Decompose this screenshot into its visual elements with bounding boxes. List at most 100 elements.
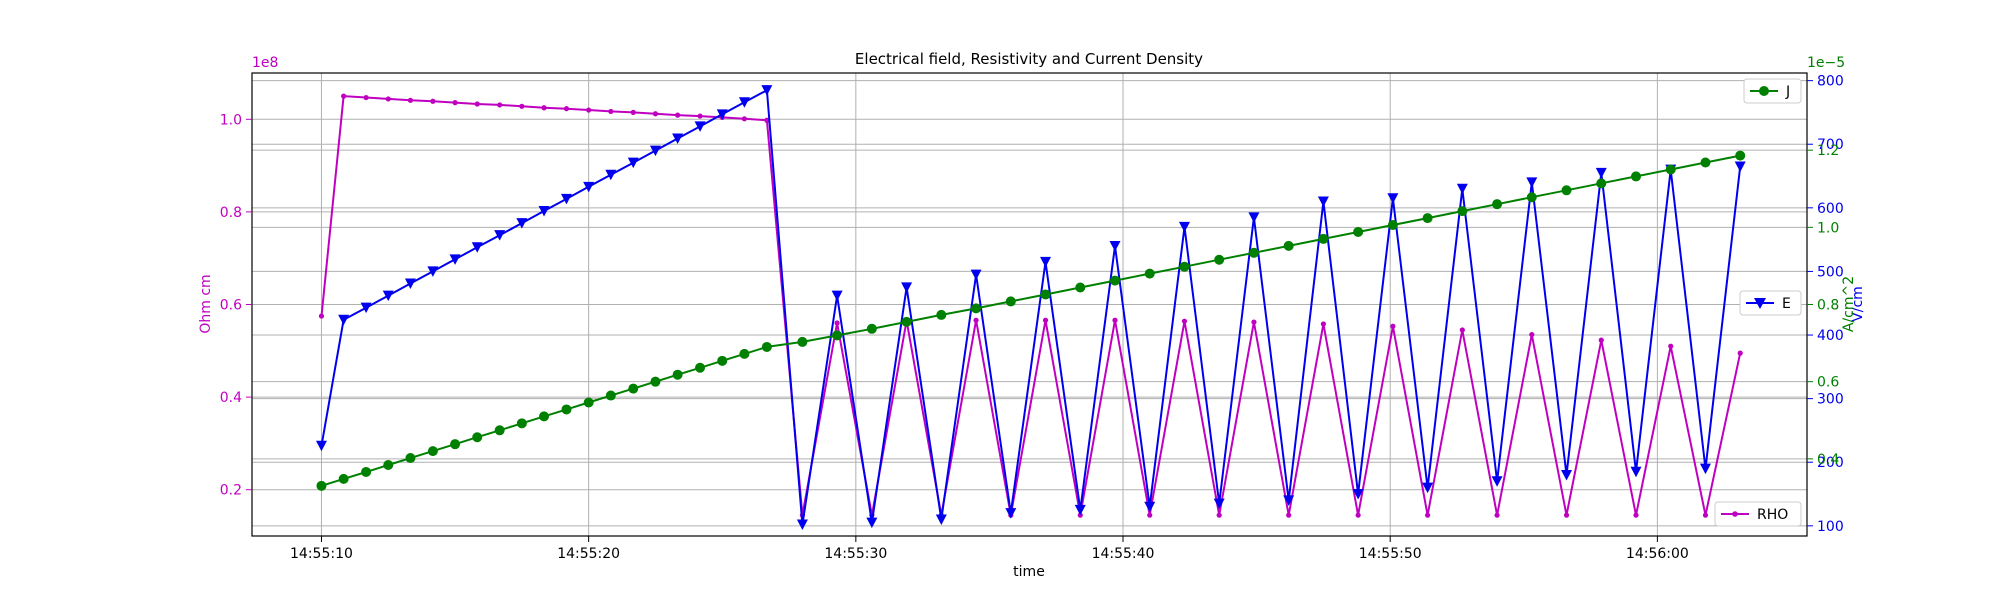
e-point (1248, 212, 1260, 223)
e-point (1144, 501, 1156, 513)
rho-point (652, 111, 659, 117)
e-point (1213, 498, 1225, 510)
j-point (672, 369, 683, 380)
j-point (583, 397, 594, 408)
j-point (338, 473, 349, 484)
j-point (516, 418, 527, 429)
j-tick-label: 1.2 (1817, 143, 1839, 159)
e-point (1074, 504, 1086, 516)
legend-rho: RHO (1714, 501, 1802, 527)
e-point (649, 145, 661, 157)
e-point (1178, 221, 1190, 233)
j-point (361, 466, 372, 477)
e-point (583, 181, 595, 193)
j-point (1283, 240, 1294, 251)
x-tick-label: 14:55:50 (1359, 546, 1422, 562)
legend-rho-box (1714, 501, 1802, 527)
j-point (472, 432, 483, 443)
j-point (628, 383, 639, 394)
j-point (1457, 206, 1468, 217)
e-point (866, 517, 878, 529)
j-point (901, 316, 912, 327)
j-point (761, 341, 772, 352)
e-tick-label: 100 (1817, 519, 1844, 535)
rho-point (1112, 317, 1118, 323)
e-tick-label: 800 (1817, 74, 1844, 90)
legend-j-label: J (1785, 84, 1790, 100)
e-point (1595, 167, 1607, 179)
e-point (1456, 183, 1468, 195)
legend-rho-marker (1732, 511, 1738, 517)
rho-point (1042, 317, 1049, 323)
e-point (516, 218, 528, 229)
e-point (1561, 469, 1573, 481)
rho-axis-label: Ohm cm (198, 274, 214, 333)
j-tick-label: 0.6 (1817, 375, 1839, 391)
rho-point (1494, 512, 1500, 518)
e-point (1005, 508, 1017, 519)
j-point (1700, 157, 1711, 168)
rho-series-line (320, 95, 1742, 517)
rho-point (341, 93, 347, 99)
e-point (694, 121, 706, 132)
j-axis-label: A/cm^2 (1841, 276, 1857, 332)
j-point (1596, 178, 1607, 189)
rho-point (363, 94, 369, 101)
e-point (471, 242, 483, 253)
x-axis-label: time (1013, 564, 1045, 580)
j-series-line (321, 154, 1741, 487)
e-point (538, 206, 550, 217)
x-tick-label: 14:56:00 (1626, 546, 1689, 562)
j-point (1492, 199, 1503, 210)
rho-point (407, 97, 414, 103)
e-point (338, 314, 350, 326)
e-tick-label: 300 (1817, 392, 1844, 408)
e-point (1387, 193, 1399, 204)
j-point (1214, 254, 1225, 265)
e-point (672, 133, 684, 145)
j-point (1631, 171, 1642, 182)
e-point (1630, 466, 1642, 478)
e-point (627, 157, 639, 169)
j-point (832, 330, 843, 341)
rho-point (1320, 321, 1327, 327)
rho-point (586, 107, 592, 113)
e-point (1699, 463, 1711, 475)
rho-point (697, 113, 703, 119)
j-point (1248, 247, 1259, 258)
rho-point (1251, 319, 1257, 325)
e-point (1317, 196, 1329, 207)
e-point (449, 254, 461, 265)
rho-tick-label: 1.0 (220, 112, 242, 128)
x-tick-label: 14:55:10 (290, 546, 353, 562)
legend-j: J (1743, 78, 1802, 104)
e-point (901, 282, 913, 293)
legend-e: E (1739, 290, 1802, 316)
rho-point (563, 106, 570, 112)
e-tick-label: 600 (1817, 201, 1844, 217)
j-offset-text: 1e−5 (1807, 55, 1845, 71)
rho-point (1702, 512, 1709, 518)
e-series-line (320, 89, 1742, 526)
rho-point (1459, 327, 1465, 333)
e-tick-label: 400 (1817, 328, 1844, 344)
rho-point (675, 112, 681, 118)
rho-point (630, 109, 636, 115)
legend-j-marker (1759, 86, 1769, 96)
rho-point (1390, 323, 1396, 329)
rho-point (430, 98, 436, 104)
rho-point (1633, 512, 1639, 518)
e-point (716, 109, 728, 120)
e-point (970, 269, 982, 281)
e-point (494, 230, 506, 241)
rho-point (608, 108, 614, 115)
rho-point (1737, 350, 1743, 356)
rho-point (474, 101, 480, 107)
rho-point (1355, 512, 1361, 518)
rho-point (1425, 512, 1431, 518)
e-point (382, 290, 394, 302)
rho-point (318, 313, 325, 319)
j-tick-label: 1.0 (1817, 220, 1839, 236)
legend-e-marker (1754, 298, 1766, 309)
e-point (1491, 476, 1503, 487)
